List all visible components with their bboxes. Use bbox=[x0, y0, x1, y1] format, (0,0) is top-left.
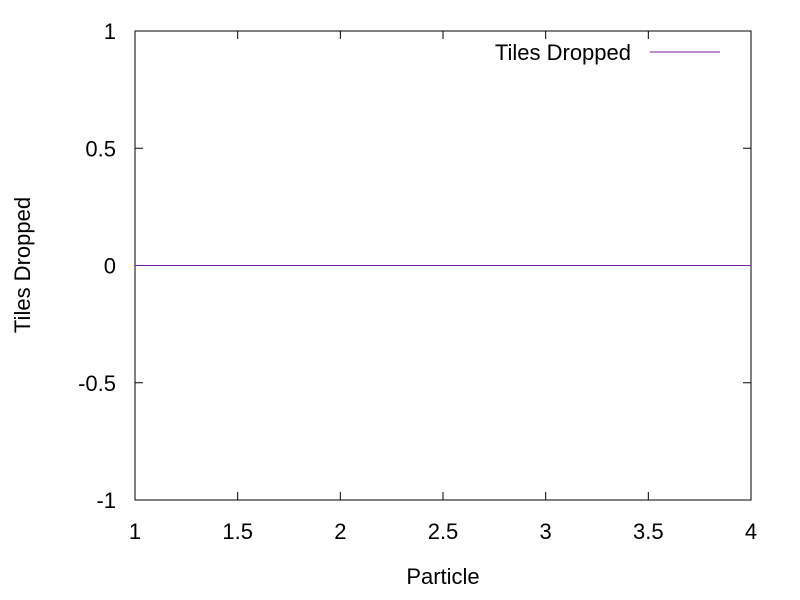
x-tick-label: 2 bbox=[334, 519, 346, 544]
x-tick-label: 3 bbox=[540, 519, 552, 544]
x-tick-label: 1 bbox=[129, 519, 141, 544]
x-tick-label: 3.5 bbox=[633, 519, 664, 544]
y-tick-label: 0.5 bbox=[85, 136, 116, 161]
legend-label: Tiles Dropped bbox=[495, 40, 631, 65]
y-tick-label: -0.5 bbox=[78, 371, 116, 396]
x-axis-title: Particle bbox=[406, 564, 479, 589]
tick-marks bbox=[134, 30, 752, 501]
x-tick-label: 1.5 bbox=[222, 519, 253, 544]
x-tick-label: 4 bbox=[745, 519, 757, 544]
y-tick-label: -1 bbox=[96, 488, 116, 513]
x-tick-label: 2.5 bbox=[428, 519, 459, 544]
y-tick-label: 0 bbox=[104, 254, 116, 279]
x-tick-labels: 1 1.5 2 2.5 3 3.5 4 bbox=[129, 519, 757, 544]
y-tick-labels: -1 -0.5 0 0.5 1 bbox=[78, 19, 116, 513]
legend: Tiles Dropped bbox=[495, 40, 720, 65]
y-axis-title: Tiles Dropped bbox=[10, 197, 35, 333]
y-tick-label: 1 bbox=[104, 19, 116, 44]
